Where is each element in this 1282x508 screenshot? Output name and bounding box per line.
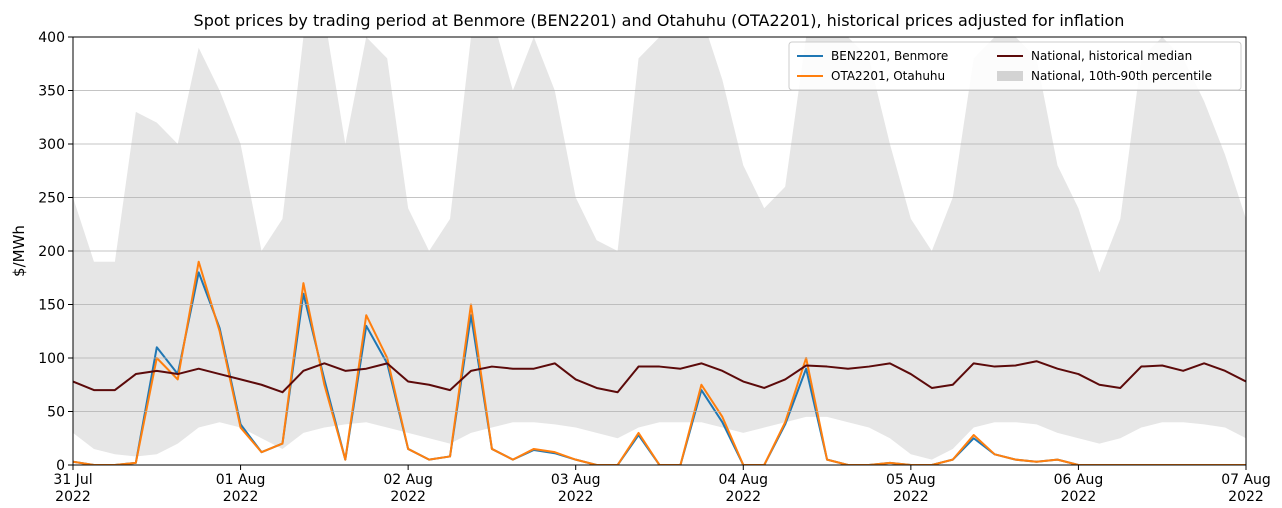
- x-tick-label: 03 Aug 2022: [550, 472, 601, 505]
- y-tick-label: 150: [38, 298, 65, 314]
- y-tick-label: 350: [38, 84, 65, 100]
- plot-frame: [72, 36, 1247, 466]
- legend-label: National, historical median: [1031, 49, 1192, 63]
- legend-label: BEN2201, Benmore: [831, 49, 948, 63]
- x-tick-label: 05 Aug 2022: [886, 472, 936, 505]
- legend-label: OTA2201, Otahuhu: [831, 69, 945, 83]
- legend-box: [788, 41, 1242, 91]
- x-tick-label: 07 Aug 2022: [1221, 472, 1271, 505]
- x-tick-label: 02 Aug 2022: [383, 472, 433, 505]
- x-tick-label: 04 Aug 2022: [718, 472, 769, 505]
- series-line: [73, 260, 1246, 465]
- percentile-band: [73, 37, 1246, 460]
- y-tick-label: 0: [56, 458, 65, 474]
- x-tick-label: 06 Aug 2022: [1053, 472, 1104, 505]
- y-tick-label: 100: [38, 351, 65, 367]
- legend-label: National, 10th-90th percentile: [1031, 69, 1212, 83]
- x-tick-label: 01 Aug 2022: [215, 472, 266, 505]
- y-tick-label: 300: [38, 137, 65, 153]
- y-tick-label: 250: [38, 191, 65, 207]
- legend-swatch: [997, 71, 1023, 81]
- y-tick-label: 400: [38, 30, 65, 46]
- chart-title: Spot prices by trading period at Benmore…: [194, 11, 1125, 30]
- series-line: [73, 360, 1246, 394]
- y-tick-label: 50: [47, 405, 65, 421]
- y-axis-label: $/MWh: [10, 225, 28, 277]
- x-tick-label: 31 Jul 2022: [53, 472, 93, 505]
- y-tick-label: 200: [38, 244, 65, 260]
- plot-area: [73, 37, 1246, 465]
